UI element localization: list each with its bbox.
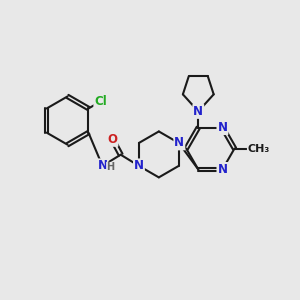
Text: N: N bbox=[174, 136, 184, 149]
Text: N: N bbox=[218, 121, 227, 134]
Text: Cl: Cl bbox=[94, 95, 107, 108]
Text: H: H bbox=[106, 162, 115, 172]
Text: CH₃: CH₃ bbox=[248, 143, 270, 154]
Text: N: N bbox=[218, 163, 227, 176]
Text: N: N bbox=[98, 159, 107, 172]
Text: O: O bbox=[107, 133, 117, 146]
Text: N: N bbox=[134, 159, 144, 172]
Text: N: N bbox=[193, 105, 203, 118]
